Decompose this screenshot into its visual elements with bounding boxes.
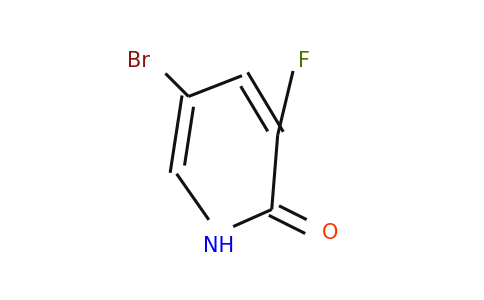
Text: Br: Br (127, 51, 150, 71)
Text: F: F (299, 51, 310, 71)
Text: O: O (322, 223, 339, 243)
Text: NH: NH (203, 236, 234, 256)
